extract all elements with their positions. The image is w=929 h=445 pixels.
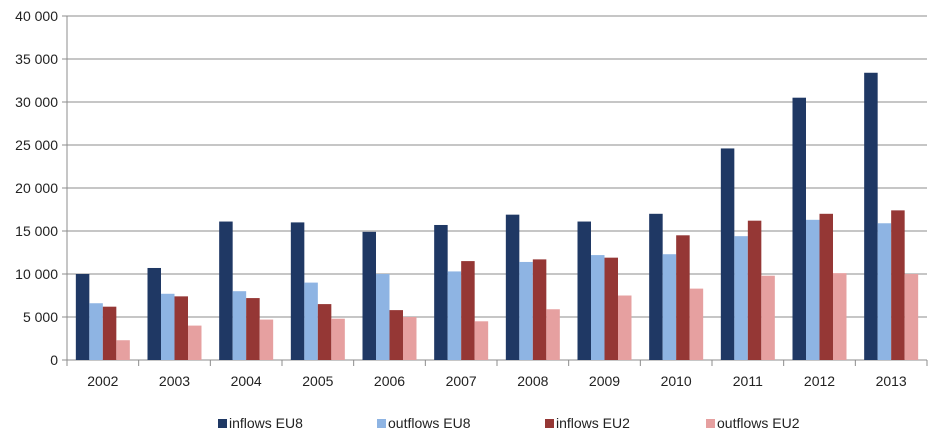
bar-inflows-eu8-2011	[720, 148, 735, 360]
y-tick-label: 15 000	[15, 223, 58, 239]
legend-swatch	[218, 419, 227, 428]
bar-inflows-eu8-2005	[290, 222, 305, 360]
bar-inflows-eu8-2010	[649, 213, 663, 360]
bar-inflows-eu2-2003	[174, 296, 188, 360]
bar-outflows-eu2-2011	[761, 275, 775, 360]
bar-outflows-eu8-2002	[89, 303, 103, 360]
bar-outflows-eu2-2010	[689, 288, 704, 360]
legend-label: outflows EU2	[717, 415, 800, 431]
bar-inflows-eu2-2002	[102, 306, 117, 360]
x-tick-label: 2007	[446, 373, 477, 389]
bar-outflows-eu8-2004	[232, 291, 247, 360]
legend-swatch	[545, 419, 554, 428]
y-tick-label: 35 000	[15, 51, 58, 67]
bar-outflows-eu2-2003	[188, 325, 202, 360]
axes: 0 5 000 10 000 15 000 20 000 25 000 30 000 35 0…	[15, 8, 928, 389]
bar-outflows-eu8-2008	[519, 261, 533, 360]
bar-outflows-eu8-2005	[304, 282, 318, 360]
bar-outflows-eu2-2002	[116, 340, 130, 360]
bar-outflows-eu2-2013	[904, 274, 919, 360]
bar-outflows-eu2-2012	[833, 273, 847, 360]
bar-inflows-eu2-2008	[532, 259, 547, 360]
x-tick-label: 2003	[159, 373, 190, 389]
y-tick-label: 0	[50, 352, 58, 368]
bar-outflows-eu2-2006	[403, 317, 417, 360]
bar-inflows-eu2-2013	[891, 210, 905, 360]
legend-swatch	[377, 419, 386, 428]
legend: inflows EU8 outflows EU8 inflows EU2 outflo…	[218, 415, 800, 431]
bar-outflows-eu2-2007	[474, 321, 489, 360]
bar-inflows-eu2-2004	[246, 298, 260, 360]
bar-inflows-eu8-2013	[864, 72, 878, 360]
x-tick-label: 2013	[876, 373, 907, 389]
y-tick-label: 40 000	[15, 8, 58, 24]
bar-inflows-eu2-2005	[317, 304, 332, 360]
bar-outflows-eu2-2009	[618, 295, 632, 360]
bar-inflows-eu8-2002	[75, 274, 90, 360]
x-tick-label: 2011	[733, 373, 763, 389]
y-tick-label: 30 000	[15, 94, 58, 110]
legend-label: inflows EU8	[229, 415, 303, 431]
bar-outflows-eu8-2006	[376, 274, 390, 360]
bar-outflows-eu8-2010	[662, 254, 677, 360]
x-tick-label: 2009	[589, 373, 620, 389]
bar-inflows-eu8-2008	[505, 214, 520, 360]
bar-inflows-eu2-2009	[604, 257, 618, 360]
y-tick-label: 20 000	[15, 180, 58, 196]
bar-outflows-eu8-2009	[591, 255, 605, 360]
x-tick-label: 2005	[302, 373, 333, 389]
legend-label: inflows EU2	[556, 415, 630, 431]
bar-inflows-eu8-2003	[147, 267, 161, 360]
x-tick-label: 2012	[804, 373, 835, 389]
bar-inflows-eu2-2006	[389, 310, 403, 360]
bar-outflows-eu8-2013	[877, 223, 892, 360]
y-tick-label: 25 000	[15, 137, 58, 153]
bar-inflows-eu2-2012	[819, 213, 833, 360]
bar-outflows-eu8-2007	[447, 271, 462, 360]
bar-inflows-eu2-2011	[747, 220, 762, 360]
bar-outflows-eu8-2012	[806, 219, 820, 360]
x-tick-label: 2010	[661, 373, 692, 389]
bar-inflows-eu8-2007	[434, 224, 448, 360]
legend-label: outflows EU8	[388, 415, 471, 431]
bar-inflows-eu2-2010	[676, 235, 690, 360]
bar-outflows-eu2-2004	[259, 319, 274, 360]
bar-inflows-eu8-2009	[577, 221, 591, 360]
bar-inflows-eu2-2007	[461, 261, 475, 360]
bar-outflows-eu8-2011	[734, 236, 748, 360]
x-tick-label: 2004	[231, 373, 262, 389]
y-tick-label: 5 000	[23, 309, 58, 325]
gridlines	[67, 15, 927, 318]
bar-inflows-eu8-2012	[792, 97, 806, 360]
bar-outflows-eu2-2008	[546, 309, 560, 360]
bar-outflows-eu2-2005	[331, 318, 345, 360]
x-tick-label: 2002	[87, 373, 118, 389]
bar-inflows-eu8-2006	[362, 231, 376, 360]
legend-swatch	[706, 419, 715, 428]
bars	[75, 72, 919, 360]
x-tick-label: 2008	[517, 373, 548, 389]
bar-inflows-eu8-2004	[219, 221, 233, 360]
x-tick-label: 2006	[374, 373, 405, 389]
bar-outflows-eu8-2003	[161, 293, 175, 360]
y-tick-label: 10 000	[15, 266, 58, 282]
